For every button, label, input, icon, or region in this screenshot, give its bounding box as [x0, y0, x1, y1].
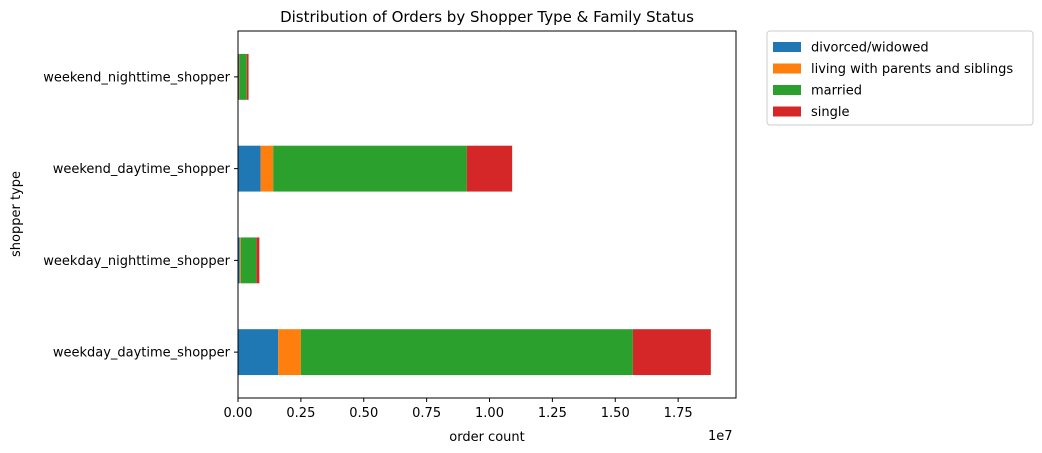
- y-axis: weekday_daytime_shopper weekday_nighttime…: [43, 70, 238, 361]
- plot-frame: [237, 30, 737, 399]
- x-tick-label: 0.75: [412, 406, 441, 421]
- legend: divorced/widowed living with parents and …: [766, 30, 1034, 126]
- bar-weekend_daytime_shopper-series-3: [466, 145, 513, 192]
- bar-weekday_nighttime_shopper-series-2: [240, 237, 257, 284]
- legend-swatch: [773, 63, 801, 74]
- legend-swatch: [773, 42, 801, 52]
- bar-weekend_daytime_shopper-series-0: [238, 145, 261, 192]
- y-axis-label: shopper type: [9, 171, 24, 257]
- x-tick-label: 0.25: [286, 406, 315, 421]
- bar-weekday_daytime_shopper-series-1: [278, 329, 301, 376]
- legend-swatch: [773, 85, 801, 95]
- bars-group: [238, 53, 711, 376]
- y-tick-label: weekday_daytime_shopper: [53, 346, 231, 361]
- x-tick-label: 1.00: [475, 406, 504, 421]
- bar-weekend_nighttime_shopper-series-3: [246, 53, 249, 100]
- legend-label: married: [811, 84, 862, 99]
- x-axis: 0.00 0.25 0.50 0.75 1.00 1.25 1.50 1.75: [224, 398, 693, 421]
- bar-weekday_daytime_shopper-series-3: [632, 329, 711, 376]
- bar-weekday_daytime_shopper-series-0: [238, 329, 279, 376]
- legend-label: divorced/widowed: [811, 41, 929, 56]
- bar-weekend_nighttime_shopper-series-1: [239, 53, 240, 100]
- bar-weekday_nighttime_shopper-series-0: [238, 237, 240, 284]
- chart-title: Distribution of Orders by Shopper Type &…: [280, 8, 694, 26]
- bar-weekend_daytime_shopper-series-2: [273, 145, 467, 192]
- bar-weekend_nighttime_shopper-series-0: [238, 53, 240, 100]
- bar-weekend_daytime_shopper-series-1: [260, 145, 274, 192]
- y-tick-label: weekend_nighttime_shopper: [43, 70, 230, 85]
- legend-swatch: [773, 106, 801, 117]
- bar-weekday_nighttime_shopper-series-3: [256, 237, 260, 284]
- x-axis-label: order count: [449, 430, 524, 445]
- y-tick-label: weekday_nighttime_shopper: [43, 254, 230, 269]
- x-tick-label: 1.50: [601, 406, 630, 421]
- bar-weekday_daytime_shopper-series-2: [300, 329, 633, 376]
- legend-label: single: [811, 105, 850, 120]
- legend-label: living with parents and siblings: [811, 62, 1013, 77]
- bar-weekday_nighttime_shopper-series-1: [239, 237, 241, 284]
- x-tick-label: 0.50: [349, 406, 378, 421]
- x-tick-label: 0.00: [224, 406, 253, 421]
- legend-frame: [766, 30, 1034, 126]
- x-axis-scale-label: 1e7: [708, 429, 733, 444]
- x-tick-label: 1.75: [664, 406, 693, 421]
- x-tick-label: 1.25: [538, 406, 567, 421]
- y-tick-label: weekend_daytime_shopper: [53, 162, 231, 177]
- bar-weekend_nighttime_shopper-series-2: [239, 53, 247, 100]
